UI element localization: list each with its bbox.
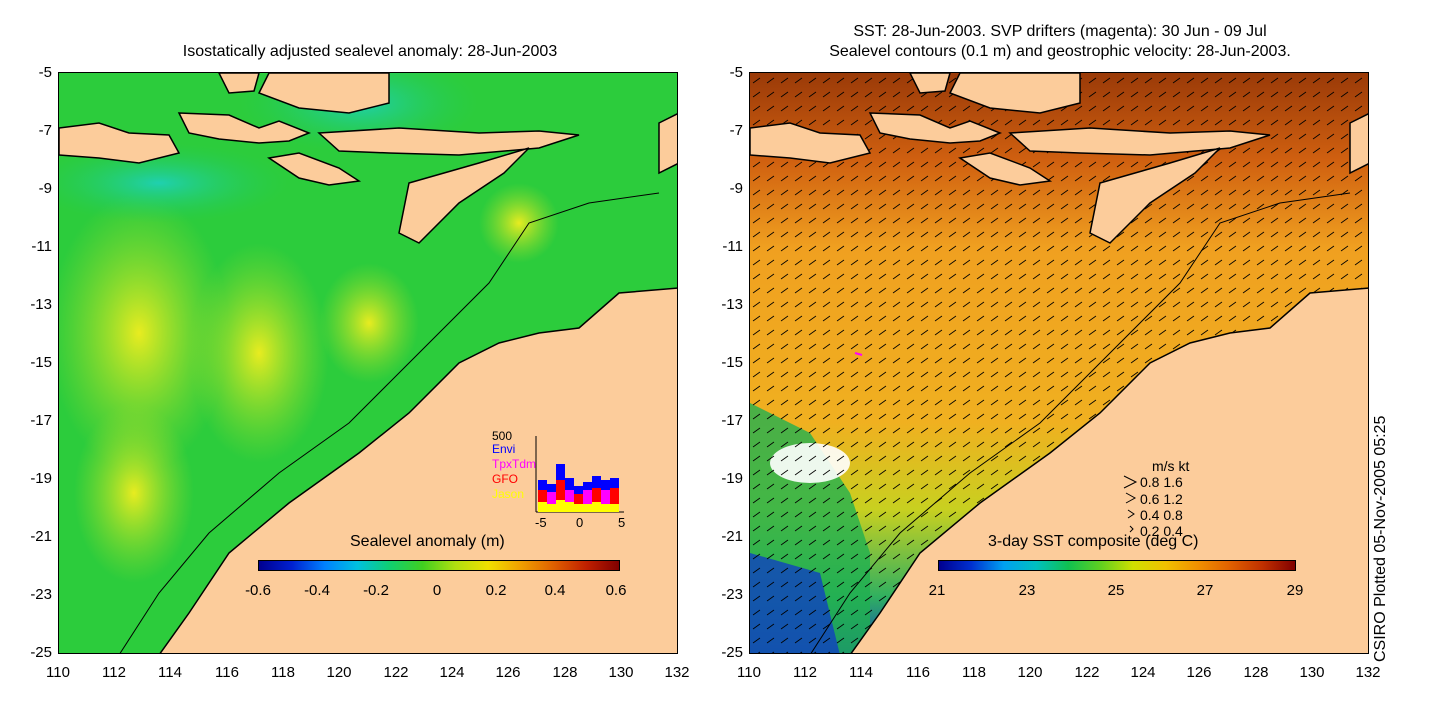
right-panel-title-line2: Sealevel contours (0.1 m) and geostrophi… xyxy=(829,43,1291,60)
left-ytick: -5 xyxy=(38,64,52,81)
right-ytick: -5 xyxy=(729,64,743,81)
velocity-legend-row: 0.6 1.2 xyxy=(1140,491,1183,507)
left-map-area xyxy=(58,72,678,654)
right-xtick: 122 xyxy=(1074,664,1100,681)
left-colorbar-tick: -0.4 xyxy=(304,582,330,599)
right-xtick: 116 xyxy=(906,664,930,681)
left-xtick: 128 xyxy=(552,664,578,681)
left-xtick: 114 xyxy=(158,664,182,681)
right-colorbar xyxy=(938,560,1296,571)
right-ytick: -25 xyxy=(721,644,743,661)
left-colorbar xyxy=(258,560,620,571)
left-xtick: 120 xyxy=(326,664,352,681)
inset-ymax-label: 500 xyxy=(492,429,513,443)
left-ytick: -15 xyxy=(30,354,52,371)
left-xtick: 132 xyxy=(664,664,690,681)
right-colorbar-tick: 21 xyxy=(928,582,946,599)
inset-legend-envi: Envi xyxy=(492,442,516,456)
right-xtick: 112 xyxy=(793,664,817,681)
right-ytick: -15 xyxy=(721,354,743,371)
right-ytick: -23 xyxy=(721,586,743,603)
inset-legend-jason: Jason xyxy=(492,487,525,501)
right-colorbar-tick: 27 xyxy=(1196,582,1214,599)
left-xtick: 116 xyxy=(215,664,239,681)
right-ytick: -9 xyxy=(729,180,743,197)
left-ytick: -23 xyxy=(30,586,52,603)
left-xtick: 112 xyxy=(102,664,126,681)
left-xtick: 110 xyxy=(46,664,70,681)
inset-xtick: 5 xyxy=(618,515,626,530)
velocity-legend-row: 0.4 0.8 xyxy=(1140,507,1183,523)
right-ytick: -7 xyxy=(729,122,743,139)
left-ytick: -17 xyxy=(30,412,52,429)
left-colorbar-tick: 0 xyxy=(432,582,442,599)
left-panel-title: Isostatically adjusted sealevel anomaly:… xyxy=(182,43,558,60)
inset-histogram xyxy=(535,436,624,513)
left-ytick: -11 xyxy=(31,238,52,255)
sst-map xyxy=(750,73,1368,653)
right-colorbar-tick: 29 xyxy=(1286,582,1304,599)
left-xtick: 122 xyxy=(383,664,409,681)
right-panel-title-line1: SST: 28-Jun-2003. SVP drifters (magenta)… xyxy=(853,23,1267,40)
right-ytick: -19 xyxy=(721,470,743,487)
right-xtick: 132 xyxy=(1355,664,1381,681)
right-ytick: -13 xyxy=(721,296,743,313)
right-xtick: 124 xyxy=(1130,664,1156,681)
right-ytick: -21 xyxy=(721,528,743,545)
left-colorbar-tick: 0.6 xyxy=(605,582,627,599)
left-xtick: 130 xyxy=(608,664,634,681)
left-ytick: -25 xyxy=(30,644,52,661)
velocity-legend-row: 0.2 0.4 xyxy=(1140,523,1183,539)
inset-xtick: 0 xyxy=(576,515,584,530)
inset-legend-tpxtdm: TpxTdm xyxy=(492,457,537,471)
left-colorbar-tick: 0.2 xyxy=(485,582,507,599)
left-colorbar-tick: -0.6 xyxy=(245,582,271,599)
left-ytick: -13 xyxy=(30,296,52,313)
inset-xtick: -5 xyxy=(535,515,547,530)
velocity-legend-header: m/s kt xyxy=(1152,458,1190,474)
velocity-legend-arrows-icon xyxy=(1123,475,1138,533)
left-colorbar-tick: -0.2 xyxy=(363,582,389,599)
left-ytick: -21 xyxy=(30,528,52,545)
right-xtick: 110 xyxy=(737,664,761,681)
right-xtick: 126 xyxy=(1186,664,1212,681)
left-colorbar-tick: 0.4 xyxy=(544,582,566,599)
right-colorbar-title: 3-day SST composite (deg C) xyxy=(988,533,1199,550)
right-map-area xyxy=(749,72,1369,654)
left-colorbar-title: Sealevel anomaly (m) xyxy=(350,533,505,550)
sealevel-map xyxy=(59,73,677,653)
right-xtick: 114 xyxy=(849,664,873,681)
left-xtick: 118 xyxy=(271,664,295,681)
left-ytick: -9 xyxy=(38,180,52,197)
left-ytick: -19 xyxy=(30,470,52,487)
plot-stamp: CSIRO Plotted 05-Nov-2005 05:25 xyxy=(1372,415,1389,662)
right-ytick: -11 xyxy=(722,238,743,255)
right-xtick: 120 xyxy=(1017,664,1043,681)
right-colorbar-tick: 23 xyxy=(1018,582,1036,599)
right-ytick: -17 xyxy=(721,412,743,429)
left-xtick: 124 xyxy=(439,664,465,681)
right-xtick: 118 xyxy=(962,664,986,681)
velocity-legend-row: 0.8 1.6 xyxy=(1140,474,1183,490)
right-xtick: 128 xyxy=(1243,664,1269,681)
inset-legend-gfo: GFO xyxy=(492,472,518,486)
right-colorbar-tick: 25 xyxy=(1107,582,1125,599)
left-xtick: 126 xyxy=(495,664,521,681)
right-xtick: 130 xyxy=(1299,664,1325,681)
left-ytick: -7 xyxy=(38,122,52,139)
